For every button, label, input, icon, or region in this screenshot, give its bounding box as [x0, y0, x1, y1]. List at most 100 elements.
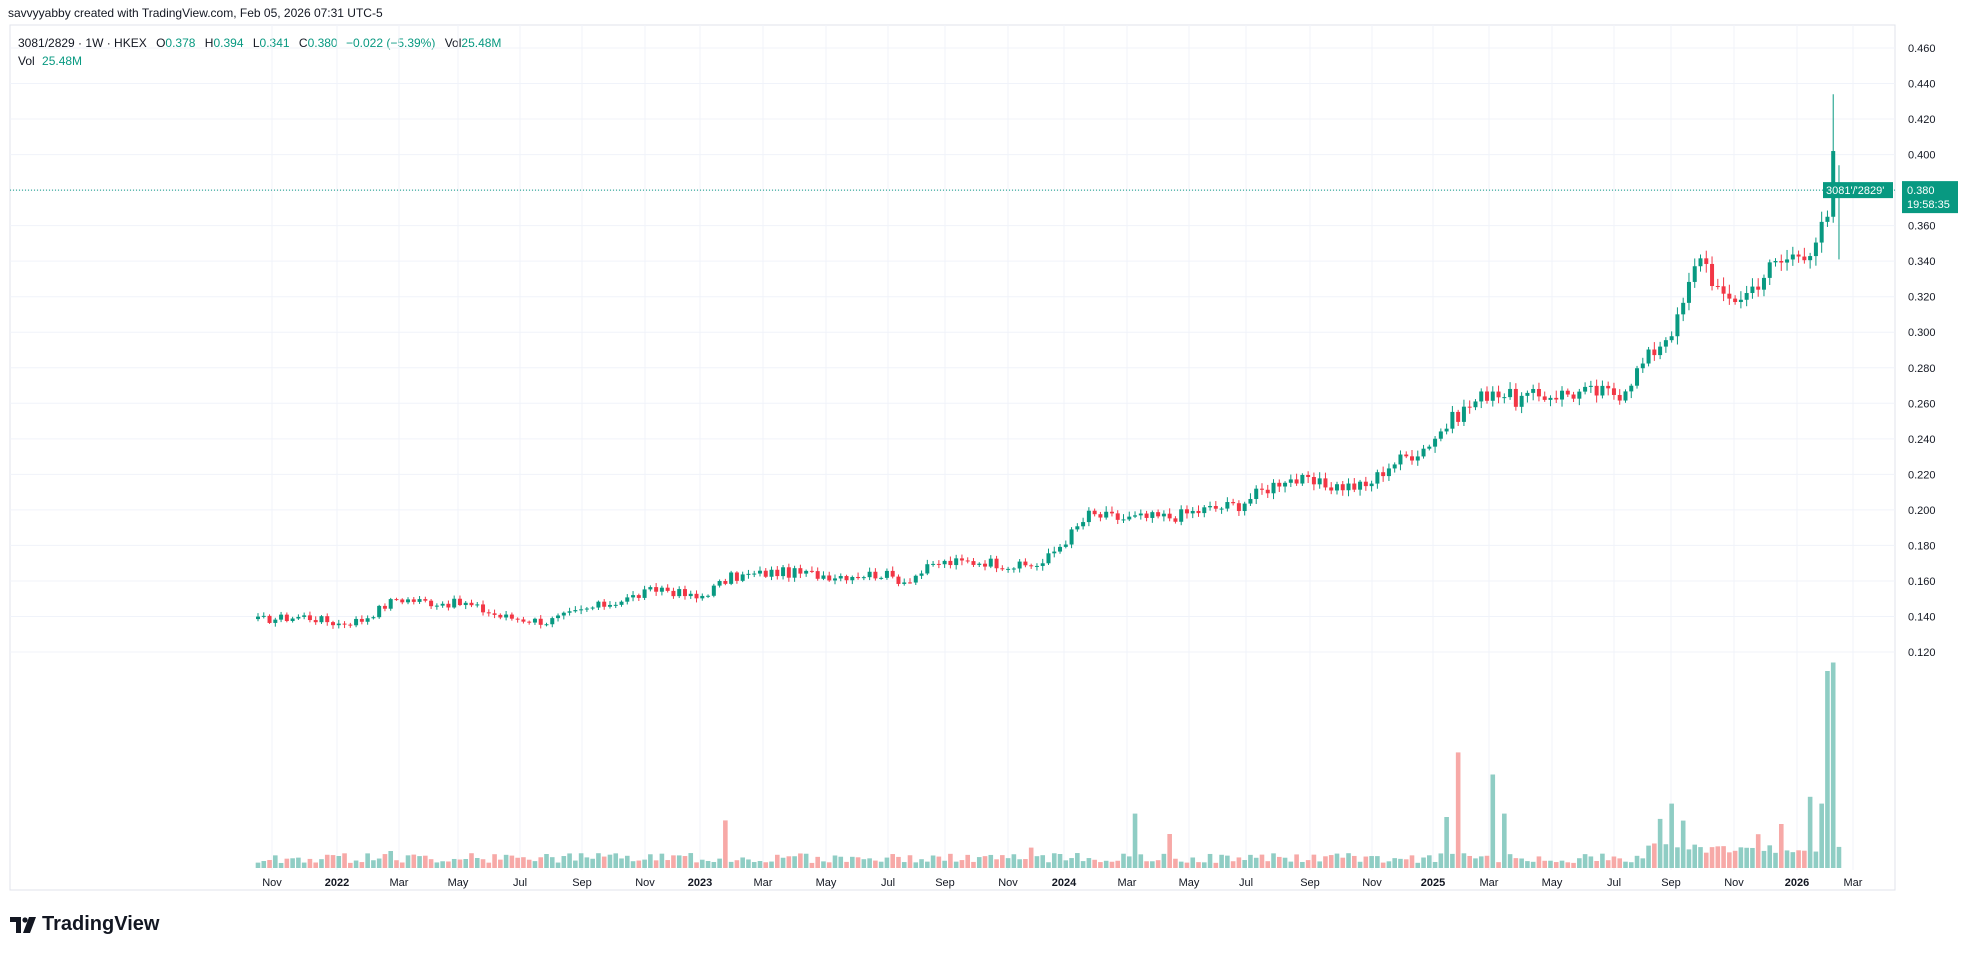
- volume-bar: [1577, 858, 1582, 868]
- volume-bar: [284, 858, 290, 868]
- candle-body: [717, 580, 722, 586]
- time-tick-label: Mar: [1844, 877, 1863, 889]
- time-tick-label: Jul: [881, 877, 895, 889]
- candle-body: [827, 575, 832, 581]
- volume-bar: [1778, 824, 1784, 868]
- candle-body: [602, 601, 607, 607]
- candle-body: [1686, 281, 1691, 303]
- volume-bar: [1582, 854, 1588, 868]
- candle-body: [856, 576, 861, 579]
- volume-bar: [624, 855, 630, 868]
- volume-bar: [723, 820, 728, 868]
- volume-bar: [1559, 860, 1565, 868]
- volume-bar: [1421, 857, 1426, 868]
- candle-body: [1606, 385, 1611, 389]
- symbol-tag-bg: [1823, 182, 1893, 199]
- price-tick-label: 0.420: [1908, 114, 1936, 126]
- candle-body: [279, 614, 284, 620]
- candle-body: [1461, 406, 1466, 422]
- candle-body: [1006, 568, 1011, 570]
- candle-body: [1767, 262, 1772, 278]
- time-axis: Nov 2022 Mar May Jul Sep Nov 2023 Mar May Jul Sep No…: [262, 877, 1863, 889]
- candle-body: [642, 589, 647, 598]
- low-value: 0.341: [259, 36, 290, 50]
- volume-bar: [648, 854, 653, 868]
- volume-bar: [1282, 857, 1288, 868]
- candle-body: [763, 570, 768, 577]
- volume-bar: [953, 861, 959, 868]
- candle-body: [965, 560, 970, 562]
- volume-bar: [1190, 857, 1196, 868]
- volume-bar: [555, 862, 561, 868]
- price-axis: 0.460 0.440 0.420 0.400 0.380 0.360 0.340 0.320…: [1908, 43, 1936, 659]
- candle-body: [440, 603, 445, 606]
- volume-bar: [1046, 862, 1051, 868]
- candle-body: [1773, 261, 1778, 263]
- volume-bar: [1352, 855, 1357, 868]
- volume-bar: [399, 862, 405, 868]
- candle-body: [1127, 516, 1132, 520]
- volume-bar: [896, 856, 901, 868]
- volume-bar: [526, 859, 532, 868]
- tradingview-logo[interactable]: TradingView: [10, 913, 159, 936]
- candle-body: [1069, 529, 1074, 545]
- candle-body: [348, 624, 353, 626]
- volume-bar: [1023, 859, 1028, 868]
- candle-body: [1681, 302, 1686, 315]
- volume-bar: [913, 862, 919, 868]
- volume-bar: [861, 859, 867, 868]
- time-tick-label: 2026: [1785, 877, 1809, 889]
- candle-body: [1513, 388, 1518, 407]
- volume-bar: [1496, 862, 1501, 868]
- candle-body: [1444, 428, 1449, 432]
- candle-body: [815, 571, 820, 579]
- volume-bar: [1178, 861, 1184, 868]
- volume-bar: [1017, 859, 1022, 868]
- candle-body: [319, 616, 324, 623]
- volume-bar: [699, 859, 705, 868]
- candle-body: [977, 563, 982, 565]
- candle-body: [1092, 510, 1097, 515]
- candle-body: [1317, 478, 1322, 485]
- volume-bar: [890, 854, 895, 868]
- volume-bar: [601, 856, 607, 868]
- volume-bar: [578, 853, 584, 868]
- volume-bar: [1196, 862, 1201, 868]
- candle-body: [325, 616, 330, 623]
- tradingview-logo-icon: [10, 916, 36, 933]
- volume-bar: [1080, 861, 1086, 868]
- candle-body: [752, 573, 757, 575]
- volume-bar: [1161, 853, 1167, 868]
- candle-body: [919, 573, 924, 576]
- candle-body: [792, 568, 797, 578]
- candle-body: [365, 618, 370, 622]
- volume-bar: [573, 860, 578, 868]
- price-tick-label: 0.440: [1908, 79, 1936, 91]
- candle-body: [1479, 391, 1484, 402]
- price-tag-bg: [1902, 181, 1958, 214]
- volume-bar: [1640, 858, 1646, 868]
- candle-body: [1104, 511, 1109, 518]
- candle-body: [354, 618, 359, 626]
- volume-bar: [971, 861, 976, 868]
- candle-body: [1450, 411, 1455, 429]
- ohlc-legend: 3081/2829 · 1W · HKEX O0.378 H0.394 L0.3…: [18, 35, 501, 70]
- candle-body: [1231, 502, 1236, 504]
- candle-body: [740, 574, 745, 581]
- candle-body: [729, 572, 734, 584]
- candle-body: [677, 589, 682, 597]
- ohlc-row: 3081/2829 · 1W · HKEX O0.378 H0.394 L0.3…: [18, 35, 501, 52]
- volume-bar: [1340, 857, 1346, 868]
- candle-body: [1081, 522, 1086, 527]
- candle-body: [1340, 484, 1345, 491]
- volume-bar: [1721, 846, 1726, 868]
- candle-body: [1508, 388, 1513, 398]
- candle-body: [1704, 258, 1709, 264]
- candle-body: [256, 616, 260, 620]
- volume-bar: [423, 855, 428, 868]
- volume-bar: [1236, 857, 1242, 868]
- candle-body: [1277, 482, 1282, 487]
- volume-bar: [751, 862, 757, 868]
- volume-bar: [780, 857, 786, 868]
